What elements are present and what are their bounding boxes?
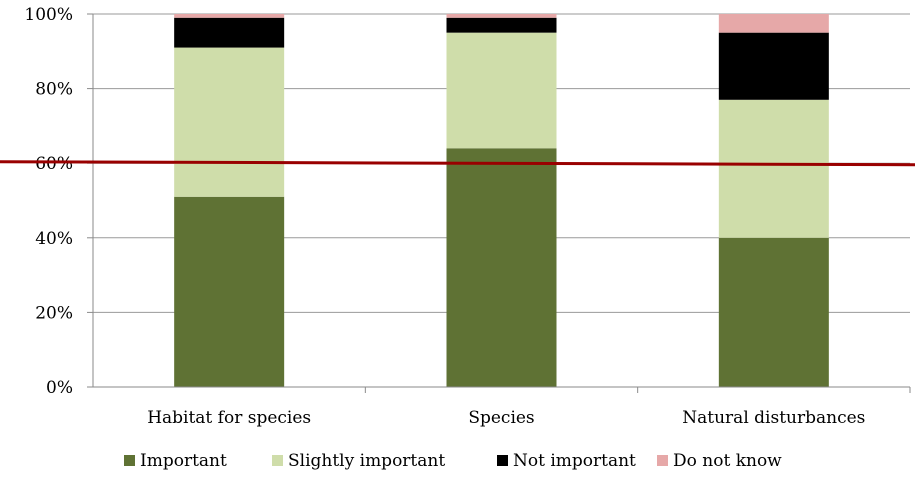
y-tick-label: 80% — [35, 80, 73, 100]
category-label: Habitat for species — [147, 408, 311, 428]
bar-segment — [718, 14, 829, 33]
category-label: Species — [468, 408, 534, 428]
legend: Important Slightly important Not important… — [124, 451, 782, 471]
bar-segment — [174, 14, 285, 18]
legend-swatch — [124, 455, 135, 466]
bars — [174, 14, 829, 387]
y-tick-label: 100% — [24, 5, 73, 25]
category-labels: Habitat for species Species Natural distur… — [147, 408, 865, 428]
bar-segment — [446, 32, 557, 149]
bar-segment — [718, 99, 829, 238]
reference-line-60 — [0, 160, 915, 167]
legend-label: Important — [140, 451, 227, 471]
bar-segment — [446, 17, 557, 33]
y-tick-label: 40% — [35, 229, 73, 249]
bar-segment — [174, 47, 285, 197]
y-tick-label: 0% — [46, 378, 73, 398]
bar-segment — [174, 196, 285, 387]
category-label: Natural disturbances — [682, 408, 865, 428]
y-tick-label: 60% — [35, 154, 73, 174]
bar-segment — [718, 32, 829, 100]
bar-segment — [718, 237, 829, 387]
axes — [87, 13, 911, 393]
legend-label: Do not know — [673, 451, 782, 471]
bar-segment — [174, 17, 285, 48]
bar-segment — [446, 148, 557, 387]
legend-label: Not important — [513, 451, 636, 471]
y-tick-label: 20% — [35, 303, 73, 323]
legend-swatch — [657, 455, 668, 466]
reference-line — [0, 160, 915, 167]
legend-swatch — [272, 455, 283, 466]
legend-label: Slightly important — [288, 451, 445, 471]
legend-swatch — [497, 455, 508, 466]
y-tick-labels: 0% 20% 40% 60% 80% 100% — [24, 5, 73, 398]
bar-segment — [446, 14, 557, 18]
